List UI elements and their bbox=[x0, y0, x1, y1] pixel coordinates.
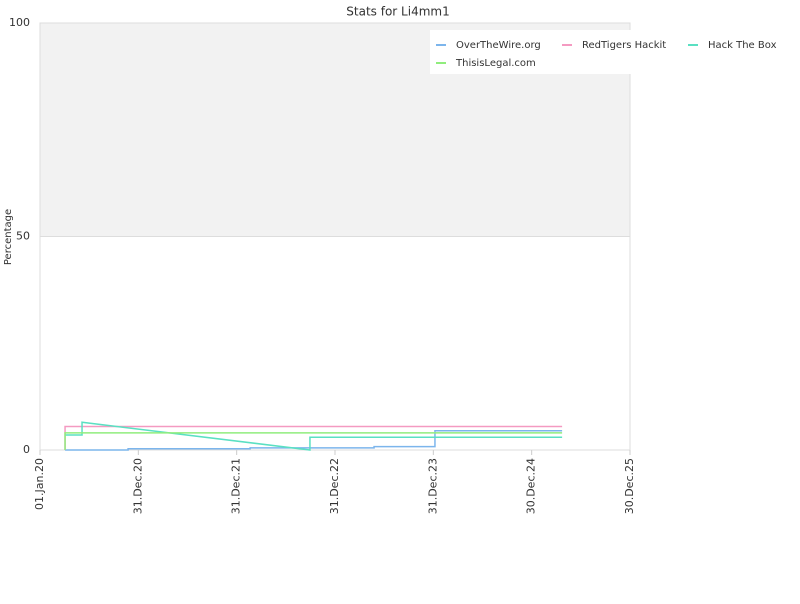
series-line bbox=[65, 430, 563, 451]
y-tick-label: 100 bbox=[9, 16, 30, 29]
x-tick-label: 31.Dec.21 bbox=[230, 458, 243, 514]
series-line bbox=[64, 432, 563, 450]
y-tick-label: 0 bbox=[23, 443, 30, 456]
y-axis-label: Percentage bbox=[3, 209, 14, 265]
legend: OverTheWire.org RedTigers Hackit Hack The … bbox=[430, 30, 800, 74]
x-tick-label: 01.Jan.20 bbox=[33, 458, 46, 510]
x-tick-label: 31.Dec.23 bbox=[426, 458, 439, 514]
x-tick-label: 31.Dec.20 bbox=[131, 458, 144, 514]
legend-box bbox=[430, 30, 800, 74]
x-tick-label: 30.Dec.25 bbox=[623, 458, 636, 514]
x-tick-label: 31.Dec.22 bbox=[328, 458, 341, 514]
y-tick-label: 50 bbox=[16, 230, 30, 243]
legend-label: ThisisLegal.com bbox=[455, 58, 536, 69]
chart-title: Stats for Li4mm1 bbox=[346, 5, 449, 19]
legend-label: Hack The Box bbox=[708, 40, 777, 51]
legend-label: RedTigers Hackit bbox=[582, 40, 666, 51]
legend-label: OverTheWire.org bbox=[456, 40, 541, 51]
series-line bbox=[65, 421, 563, 451]
x-tick-label: 30.Dec.24 bbox=[525, 458, 538, 514]
